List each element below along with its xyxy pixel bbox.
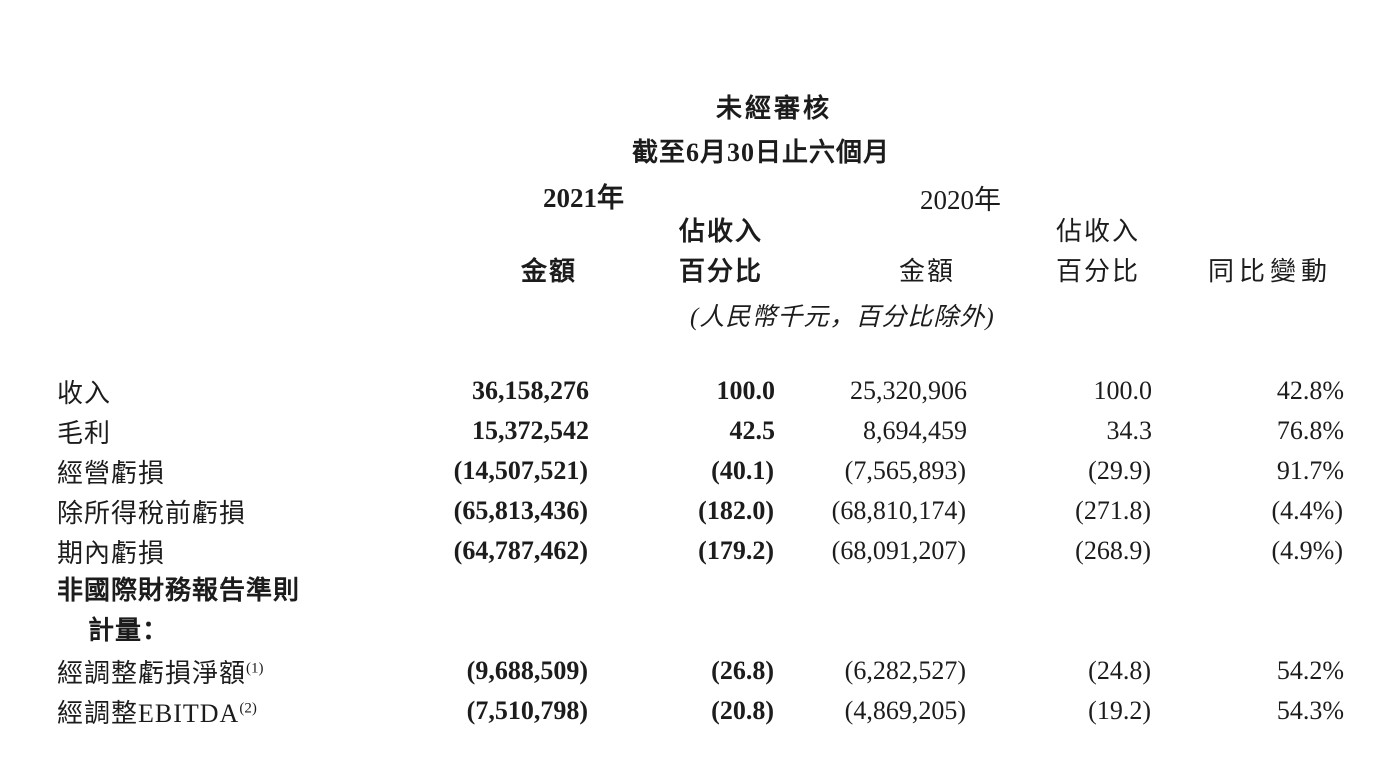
table-section-non-ifrs: 非國際財務報告準則 計量： <box>57 571 1344 651</box>
loss-before-tax-yoy: (4.4%) <box>1271 496 1343 525</box>
non-ifrs-section-label: 非國際財務報告準則 計量： <box>57 571 1344 651</box>
revenue-2021-pct: 100.0 <box>716 376 776 405</box>
adjusted-ebitda-label: 經調整EBITDA(2) <box>57 691 440 731</box>
loss-before-tax-2020-amount: (68,810,174) <box>831 496 966 525</box>
period-subtitle: 截至6月30日止六個月 <box>632 138 891 167</box>
operating-loss-2020-pct: (29.9) <box>1088 456 1151 485</box>
adjusted-ebitda-yoy: 54.3% <box>1276 696 1344 725</box>
loss-for-period-yoy: (4.9%) <box>1271 536 1343 565</box>
operating-loss-2020-amount: (7,565,893) <box>844 456 966 485</box>
header-2021-amount: 金額 <box>520 257 577 286</box>
adjusted-net-loss-2020-amount: (6,282,527) <box>844 656 966 685</box>
currency-unit-note: (人民幣千元，百分比除外) <box>690 304 995 331</box>
gross-profit-2020-pct: 34.3 <box>1106 416 1153 445</box>
adjusted-ebitda-2020-pct: (19.2) <box>1088 696 1151 725</box>
operating-loss-2021-amount: (14,507,521) <box>453 456 588 485</box>
gross-profit-2021-amount: 15,372,542 <box>472 416 589 445</box>
loss-before-tax-2021-amount: (65,813,436) <box>453 496 588 525</box>
table-row-adjusted-net-loss: 經調整虧損淨額(1) (9,688,509) (26.8) (6,282,527… <box>57 651 1344 691</box>
operating-loss-2021-pct: (40.1) <box>711 456 774 485</box>
table-row-operating-loss: 經營虧損 (14,507,521) (40.1) (7,565,893) (29… <box>57 451 1344 491</box>
gross-profit-yoy: 76.8% <box>1276 416 1344 445</box>
revenue-2021-amount: 36,158,276 <box>472 376 589 405</box>
header-2020-pct-line1: 佔收入 <box>1055 217 1140 246</box>
loss-for-period-2020-pct: (268.9) <box>1075 536 1151 565</box>
operating-loss-label: 經營虧損 <box>57 458 166 488</box>
footnote-ref-1: (1) <box>246 659 264 676</box>
adjusted-net-loss-label-text: 經調整虧損淨額 <box>57 658 247 688</box>
adjusted-ebitda-2021-amount: (7,510,798) <box>466 696 588 725</box>
loss-for-period-label: 期內虧損 <box>57 538 166 568</box>
adjusted-ebitda-label-text: 經調整EBITDA <box>57 698 240 728</box>
unaudited-title: 未經審核 <box>716 94 833 123</box>
adjusted-net-loss-2021-amount: (9,688,509) <box>466 656 588 685</box>
loss-before-tax-2021-pct: (182.0) <box>698 496 774 525</box>
loss-before-tax-2020-pct: (271.8) <box>1075 496 1151 525</box>
table-row-loss-before-tax: 除所得稅前虧損 (65,813,436) (182.0) (68,810,174… <box>57 491 1344 531</box>
loss-before-tax-label: 除所得稅前虧損 <box>57 498 247 528</box>
table-row-revenue: 收入 36,158,276 100.0 25,320,906 100.0 42.… <box>57 371 1344 411</box>
adjusted-net-loss-2021-pct: (26.8) <box>711 656 774 685</box>
non-ifrs-section-line2: 計量： <box>88 616 170 645</box>
table-row-gross-profit: 毛利 15,372,542 42.5 8,694,459 34.3 76.8% <box>57 411 1344 451</box>
header-2020-pct-of-revenue: 佔收入 百分比 <box>980 212 1140 292</box>
gross-profit-2020-amount: 8,694,459 <box>863 416 967 445</box>
year-2021-header: 2021年 <box>543 183 624 213</box>
operating-loss-yoy: 91.7% <box>1276 456 1344 485</box>
gross-profit-label: 毛利 <box>57 418 112 448</box>
table-row-loss-for-period: 期內虧損 (64,787,462) (179.2) (68,091,207) (… <box>57 531 1344 571</box>
footnote-ref-2: (2) <box>239 699 257 716</box>
header-2020-pct-line2: 百分比 <box>1055 257 1140 286</box>
loss-for-period-2020-amount: (68,091,207) <box>831 536 966 565</box>
adjusted-net-loss-2020-pct: (24.8) <box>1088 656 1151 685</box>
adjusted-net-loss-yoy: 54.2% <box>1276 656 1344 685</box>
gross-profit-2021-pct: 42.5 <box>729 416 776 445</box>
header-yoy-change: 同比變動 <box>1207 257 1332 286</box>
header-2020-amount: 金額 <box>898 257 955 286</box>
loss-for-period-2021-amount: (64,787,462) <box>453 536 588 565</box>
year-2020-header: 2020年 <box>920 185 1001 215</box>
non-ifrs-section-line1: 非國際財務報告準則 <box>57 576 301 605</box>
header-2021-pct-line2: 百分比 <box>678 257 763 286</box>
table-row-adjusted-ebitda: 經調整EBITDA(2) (7,510,798) (20.8) (4,869,2… <box>57 691 1344 731</box>
revenue-label: 收入 <box>57 378 112 408</box>
adjusted-net-loss-label: 經調整虧損淨額(1) <box>57 651 440 691</box>
loss-for-period-2021-pct: (179.2) <box>698 536 774 565</box>
adjusted-ebitda-2021-pct: (20.8) <box>711 696 774 725</box>
revenue-2020-amount: 25,320,906 <box>850 376 967 405</box>
adjusted-ebitda-2020-amount: (4,869,205) <box>844 696 966 725</box>
header-2021-pct-line1: 佔收入 <box>678 217 763 246</box>
header-2021-pct-of-revenue: 佔收入 百分比 <box>603 212 763 292</box>
revenue-yoy: 42.8% <box>1276 376 1344 405</box>
revenue-2020-pct: 100.0 <box>1093 376 1153 405</box>
financial-results-table: 收入 36,158,276 100.0 25,320,906 100.0 42.… <box>57 371 1344 731</box>
